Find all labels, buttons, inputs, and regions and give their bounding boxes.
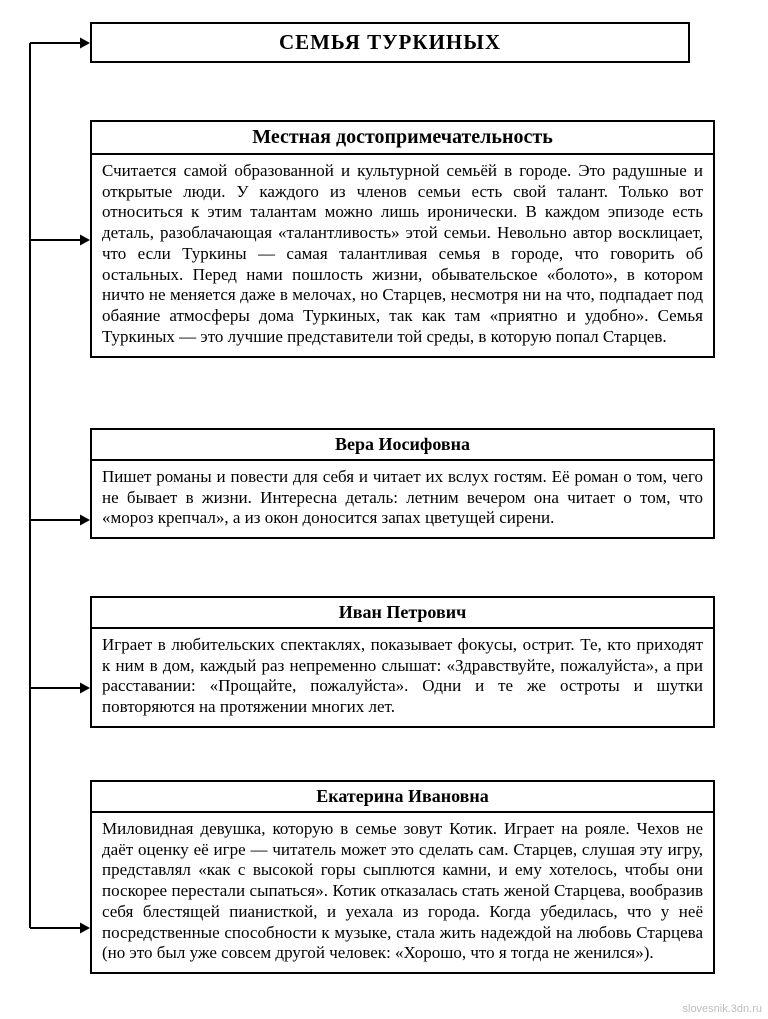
section-header-2: Иван Петрович: [90, 596, 715, 627]
main-title-text: СЕМЬЯ ТУРКИНЫХ: [279, 30, 501, 54]
section-body-2: Играет в любительских спектаклях, показы…: [90, 627, 715, 728]
main-title-box: СЕМЬЯ ТУРКИНЫХ: [90, 22, 690, 63]
section-header-1: Вера Иосифовна: [90, 428, 715, 459]
section-header-0: Местная достопримечательность: [90, 120, 715, 153]
section-0: Местная достопримечательностьСчитается с…: [90, 120, 715, 358]
section-body-1: Пишет романы и повести для себя и читает…: [90, 459, 715, 539]
section-3: Екатерина ИвановнаМиловидная девушка, ко…: [90, 780, 715, 974]
section-header-3: Екатерина Ивановна: [90, 780, 715, 811]
section-body-0: Считается самой образованной и культурно…: [90, 153, 715, 358]
section-1: Вера ИосифовнаПишет романы и повести для…: [90, 428, 715, 539]
section-2: Иван ПетровичИграет в любительских спект…: [90, 596, 715, 728]
section-body-3: Миловидная девушка, которую в семье зову…: [90, 811, 715, 974]
watermark-text: slovesnik.3dn.ru: [683, 1003, 763, 1015]
diagram-canvas: СЕМЬЯ ТУРКИНЫХ Местная достопримечательн…: [0, 0, 768, 1019]
